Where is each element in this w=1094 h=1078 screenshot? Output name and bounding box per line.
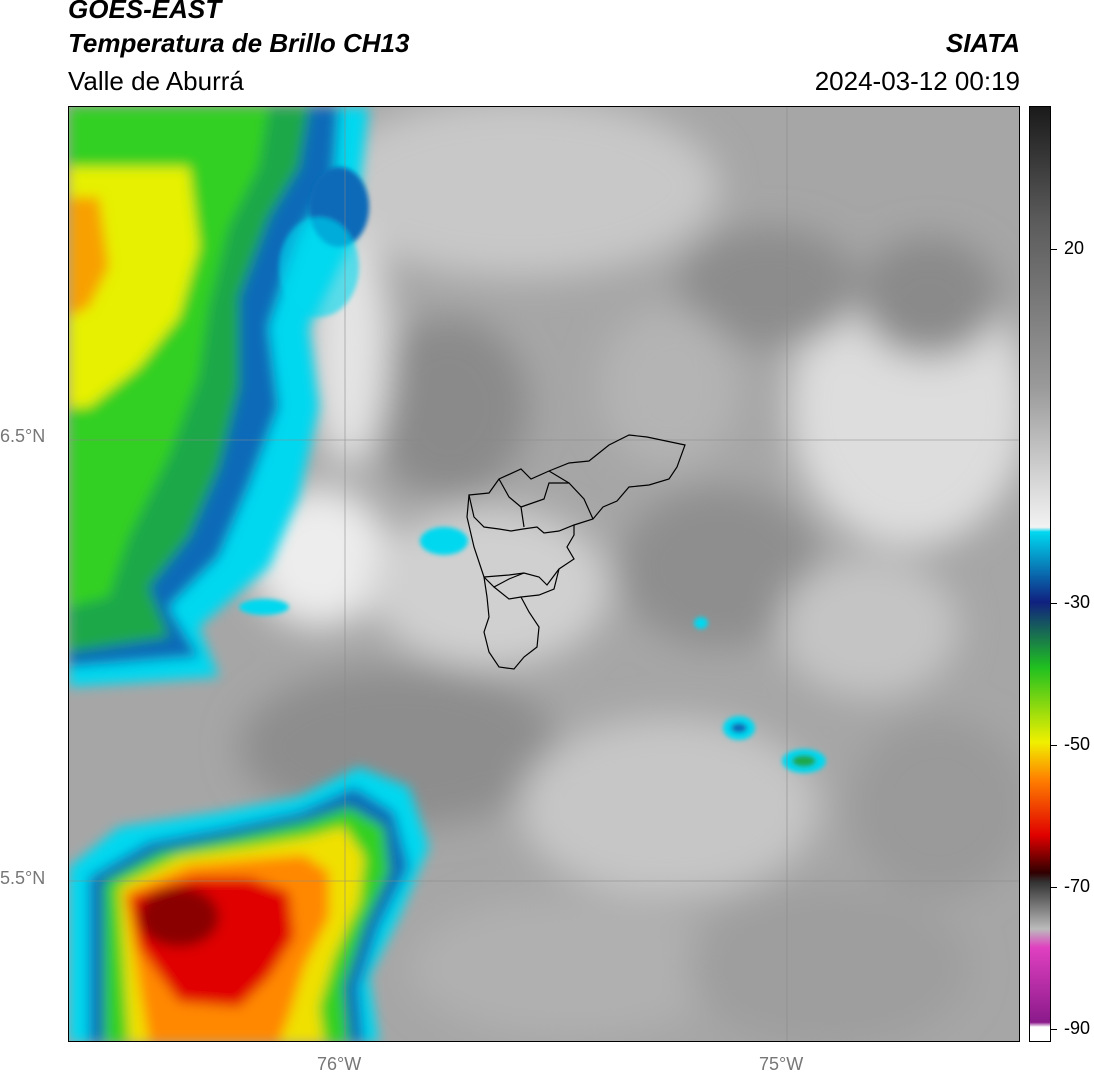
municipal-boundaries: [466, 434, 686, 670]
lat-label-north: 6.5°N: [0, 426, 46, 446]
timestamp-label: 2024-03-12 00:19: [814, 66, 1020, 96]
region-subtitle: Valle de Aburrá: [68, 66, 244, 96]
colorbar-label-20: 20: [1064, 238, 1085, 258]
satellite-map: [68, 106, 1020, 1042]
colorbar-tick: [1051, 887, 1057, 888]
colorbar-label-minus50: -50: [1064, 734, 1091, 754]
colorbar-tick: [1051, 1029, 1057, 1030]
lon-label-east: 75°W: [759, 1054, 804, 1074]
southwest-convective-cell: [69, 767, 429, 1041]
product-title: GOES-EAST: [68, 0, 222, 24]
lon-label-west: 76°W: [317, 1054, 362, 1074]
colorbar-label-minus30: -30: [1064, 592, 1091, 612]
colorbar-tick: [1051, 249, 1057, 250]
channel-title: Temperatura de Brillo CH13: [68, 28, 410, 58]
lat-label-south: 5.5°N: [0, 868, 46, 888]
map-gridlines: [69, 107, 1019, 1041]
small-convective-cells: [239, 167, 826, 773]
colorbar-tick: [1051, 745, 1057, 746]
colorbar-label-minus90: -90: [1064, 1018, 1091, 1038]
colorbar-label-minus70: -70: [1064, 876, 1091, 896]
brightness-temperature-field: [69, 107, 1019, 1041]
organization-label: SIATA: [945, 28, 1020, 58]
colorbar-tick: [1051, 603, 1057, 604]
temperature-colorbar: [1029, 106, 1051, 1042]
